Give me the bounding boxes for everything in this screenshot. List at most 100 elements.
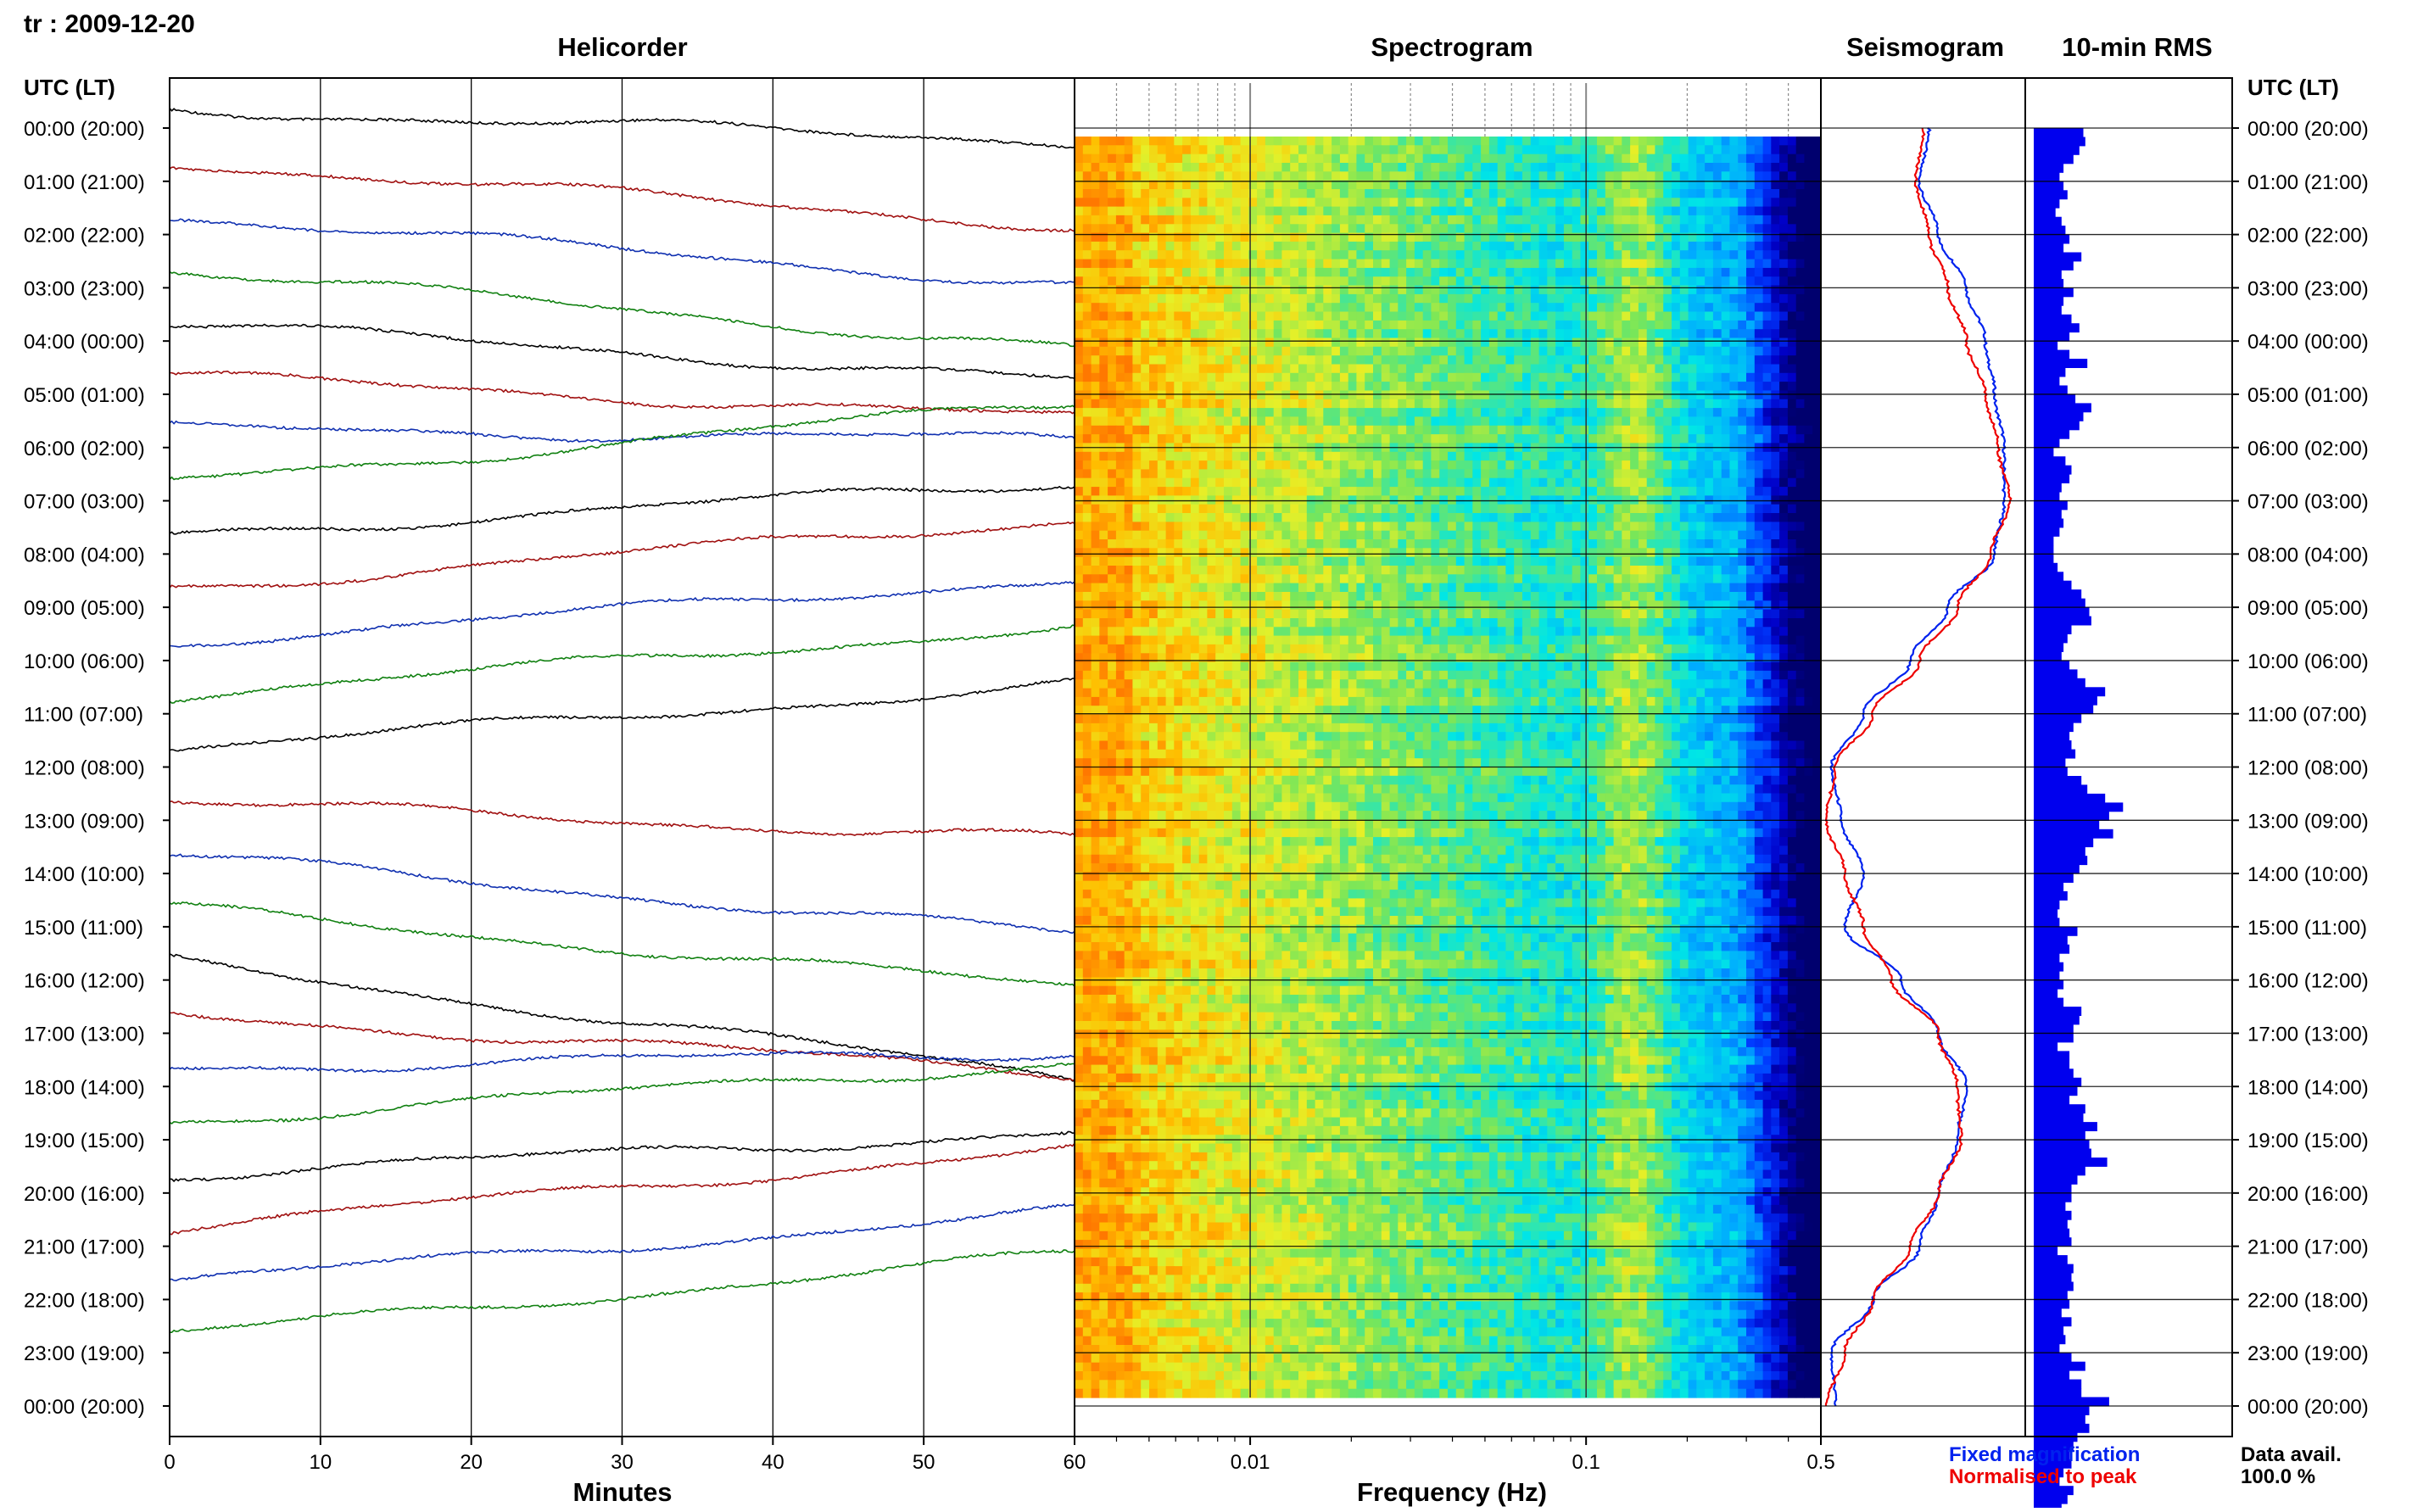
minutes-tick-label: 50 (913, 1451, 935, 1474)
hour-label: 00:00 (20:00) (24, 118, 145, 141)
minutes-tick-label: 0 (164, 1451, 175, 1474)
rms-bar (2034, 1317, 2072, 1326)
left-time-axis-label: UTC (LT) (24, 75, 115, 100)
rms-bar (2034, 1282, 2074, 1292)
hour-label: 00:00 (20:00) (24, 1396, 145, 1419)
rms-bar (2034, 297, 2063, 306)
rms-bar (2034, 270, 2062, 279)
rms-bar (2034, 563, 2057, 572)
hour-label: 03:00 (23:00) (24, 277, 145, 300)
rms-bar (2034, 1415, 2085, 1425)
rms-bar (2034, 466, 2072, 475)
rms-bar (2034, 287, 2074, 297)
rms-bar (2034, 394, 2075, 404)
rms-bar (2034, 235, 2069, 244)
rms-bar (2034, 820, 2099, 829)
rms-bar (2034, 1219, 2068, 1229)
rms-bar (2034, 243, 2063, 253)
hour-label: 08:00 (04:00) (24, 544, 145, 566)
hour-label: 18:00 (14:00) (24, 1076, 145, 1099)
hour-label: 11:00 (07:00) (24, 704, 143, 727)
rms-bar (2034, 137, 2085, 147)
hour-label: 17:00 (13:00) (2247, 1023, 2369, 1046)
hour-label: 04:00 (00:00) (24, 331, 145, 354)
data-availability-value: 100.0 % (2241, 1465, 2315, 1488)
rms-bar (2034, 341, 2057, 350)
hour-label: 00:00 (20:00) (2247, 118, 2369, 141)
rms-bar (2034, 172, 2059, 181)
rms-bar (2034, 1007, 2081, 1016)
rms-bar (2034, 1229, 2069, 1238)
rms-bar (2034, 1166, 2085, 1175)
seismogram-title: Seismogram (1846, 32, 2004, 62)
rms-bar (2034, 1362, 2085, 1371)
rms-bar (2034, 1211, 2072, 1220)
rms-bar (2034, 527, 2059, 537)
rms-bar (2034, 971, 2059, 980)
hour-label: 15:00 (11:00) (2247, 917, 2367, 940)
rms-bar (2034, 1202, 2065, 1211)
rms-bar (2034, 652, 2062, 661)
rms-bar (2034, 1273, 2072, 1282)
rms-bar (2034, 1299, 2069, 1308)
hour-label: 04:00 (00:00) (2247, 331, 2369, 354)
hour-label: 00:00 (20:00) (2247, 1396, 2369, 1419)
hour-label: 23:00 (19:00) (2247, 1342, 2369, 1365)
rms-bar (2034, 572, 2063, 581)
hour-label: 20:00 (16:00) (2247, 1183, 2369, 1206)
rms-bar (2034, 599, 2085, 608)
rms-bar (2034, 838, 2093, 847)
rms-bar (2034, 1158, 2108, 1167)
rms-bar (2034, 1308, 2062, 1318)
rms-bar (2034, 1078, 2081, 1087)
rms-bar (2034, 740, 2072, 750)
rms-bar (2034, 865, 2080, 874)
rms-bar (2034, 750, 2075, 759)
rms-bar (2034, 607, 2090, 617)
rms-bar (2034, 456, 2065, 466)
hour-label: 13:00 (09:00) (2247, 810, 2369, 833)
rms-bar (2034, 1113, 2084, 1123)
rms-bar (2034, 1424, 2090, 1433)
hour-label: 10:00 (06:00) (2247, 650, 2369, 673)
rms-bar (2034, 1193, 2072, 1202)
rms-bar (2034, 581, 2072, 590)
rms-bar (2034, 661, 2069, 670)
rms-bar (2034, 421, 2080, 430)
hour-label: 01:00 (21:00) (2247, 171, 2369, 194)
rms-bar (2034, 199, 2059, 209)
hour-label: 14:00 (10:00) (24, 863, 145, 886)
rms-bar (2034, 776, 2081, 785)
rms-bar (2034, 1024, 2074, 1034)
rms-bar (2034, 617, 2091, 626)
rms-bar (2034, 891, 2068, 901)
rms-bar (2034, 438, 2059, 448)
rms-bar (2034, 901, 2059, 910)
rms-bar (2034, 1237, 2072, 1247)
rms-bar (2034, 669, 2078, 678)
rms-bar (2034, 883, 2063, 892)
rms-bar (2034, 705, 2093, 714)
rms-bar (2034, 208, 2056, 217)
rms-bar (2034, 253, 2081, 262)
rms-bar (2034, 554, 2053, 563)
hour-label: 13:00 (09:00) (24, 810, 145, 833)
frequency-tick-label: 0.01 (1231, 1451, 1270, 1474)
rms-bar (2034, 1380, 2081, 1389)
rms-bar (2034, 927, 2078, 936)
hour-label: 07:00 (03:00) (24, 491, 145, 514)
rms-bar (2034, 945, 2069, 954)
rms-bar (2034, 1264, 2074, 1274)
rms-bar (2034, 377, 2059, 386)
hour-label: 10:00 (06:00) (24, 650, 145, 673)
rms-bar (2034, 1184, 2072, 1193)
hour-label: 06:00 (02:00) (24, 438, 145, 460)
rms-bar (2034, 1096, 2069, 1105)
rms-bar (2034, 154, 2074, 164)
rms-bar (2034, 359, 2087, 368)
rms-bar (2034, 1131, 2085, 1141)
hour-label: 05:00 (01:00) (2247, 384, 2369, 407)
rms-bar (2034, 315, 2072, 324)
rms-bar (2034, 687, 2105, 696)
